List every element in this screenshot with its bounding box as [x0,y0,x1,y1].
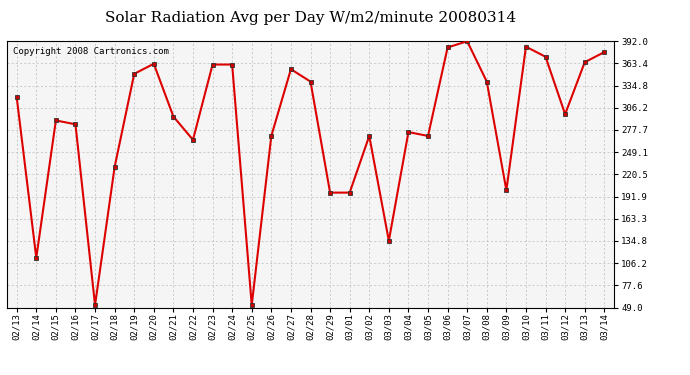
Text: Copyright 2008 Cartronics.com: Copyright 2008 Cartronics.com [13,46,169,56]
Text: Solar Radiation Avg per Day W/m2/minute 20080314: Solar Radiation Avg per Day W/m2/minute … [105,11,516,25]
